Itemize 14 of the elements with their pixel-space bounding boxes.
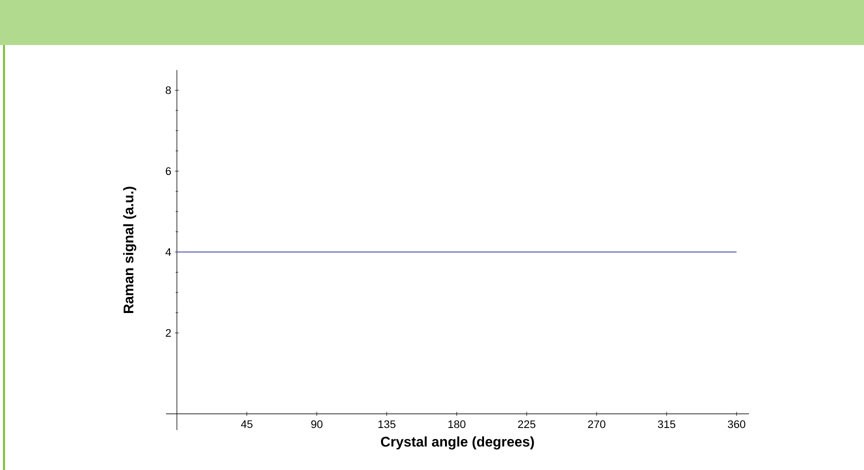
x-tick-label: 90 [311, 420, 322, 428]
x-tick-label: 45 [241, 420, 252, 428]
y-tick-label: 6 [166, 167, 171, 176]
x-axis-title: Crystal angle (degrees) [380, 436, 534, 450]
x-tick-label: 180 [448, 420, 466, 428]
y-tick-label: 2 [166, 329, 171, 337]
x-tick-label: 135 [378, 420, 396, 428]
x-tick-label: 360 [728, 420, 746, 428]
y-axis-title: Raman signal (a.u.) [123, 186, 136, 314]
y-tick-label: 4 [166, 248, 172, 256]
y-tick-label: 8 [166, 86, 171, 94]
x-tick-label: 225 [518, 420, 536, 428]
x-tick-label: 315 [658, 420, 676, 428]
x-tick-label: 270 [588, 420, 606, 428]
